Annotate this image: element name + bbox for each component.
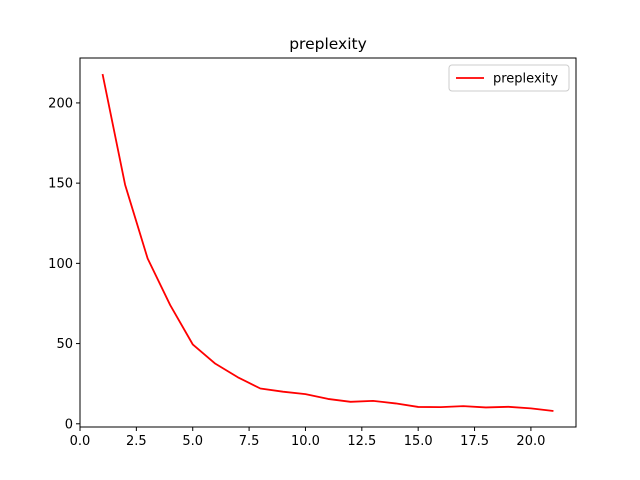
y-tick-label: 0 [65, 417, 73, 432]
y-tick-label: 150 [48, 177, 73, 192]
y-tick-label: 200 [48, 96, 73, 111]
x-axis: 0.0 2.5 5.0 7.5 10.0 12.5 15.0 17.5 20.0 [70, 427, 545, 449]
legend: preplexity [448, 64, 570, 92]
x-tick-label: 5.0 [182, 434, 203, 449]
legend-box [448, 64, 570, 92]
legend-label: preplexity [493, 72, 558, 87]
series-line-0 [101, 73, 554, 412]
x-tick-label: 2.5 [126, 434, 147, 449]
chart-title: preplexity [289, 35, 367, 53]
series-layer [101, 73, 554, 412]
y-tick-label: 50 [56, 337, 73, 352]
axes-frame [79, 57, 577, 428]
x-tick-label: 17.5 [460, 434, 489, 449]
x-tick-label: 0.0 [70, 434, 91, 449]
y-tick-label: 100 [48, 257, 73, 272]
x-tick-label: 12.5 [347, 434, 376, 449]
x-tick-label: 15.0 [404, 434, 433, 449]
x-tick-label: 10.0 [291, 434, 320, 449]
y-axis: 0 50 100 150 200 [48, 96, 80, 432]
x-tick-label: 7.5 [239, 434, 260, 449]
x-tick-label: 20.0 [516, 434, 545, 449]
